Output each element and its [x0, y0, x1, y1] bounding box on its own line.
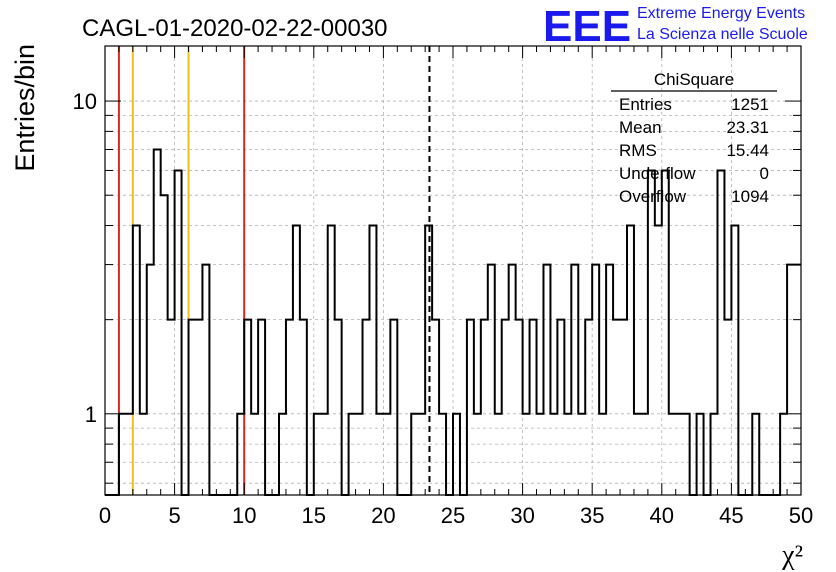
eee-logo: EEE Extreme Energy Events La Scienza nel… [543, 2, 808, 51]
x-tick-label: 35 [580, 503, 604, 528]
x-tick-label: 45 [719, 503, 743, 528]
stats-label: Underflow [619, 164, 696, 183]
stats-box: ChiSquare Entries 1251 Mean 23.31 RMS 15.44 Un… [611, 70, 777, 206]
stats-label: RMS [619, 141, 657, 160]
chart-title: CAGL-01-2020-02-22-00030 [82, 15, 388, 42]
stats-value: 23.31 [726, 118, 769, 137]
axis-ticks [104, 46, 802, 495]
y-axis-label: Entries/bin [10, 44, 40, 172]
x-tick-label: 20 [371, 503, 395, 528]
x-tick-label: 10 [232, 503, 256, 528]
stats-label: Entries [619, 95, 672, 114]
stats-value: 1094 [731, 187, 769, 206]
y-tick-label: 10 [73, 89, 97, 114]
x-tick-label: 15 [302, 503, 326, 528]
x-tick-label: 5 [168, 503, 180, 528]
logo-line-1: Extreme Energy Events [637, 5, 805, 22]
stats-value: 0 [760, 164, 769, 183]
stats-rows: Entries 1251 Mean 23.31 RMS 15.44 Underflow 0 Ov… [619, 95, 769, 206]
tick-labels: 0 5 10 15 20 25 30 35 40 45 50 1 10 [73, 89, 814, 528]
stats-label: Overflow [619, 187, 687, 206]
stats-value: 1251 [731, 95, 769, 114]
x-axis-label: χ² [781, 540, 803, 571]
x-tick-label: 40 [650, 503, 674, 528]
logo-line-2: La Scienza nelle Scuole [637, 26, 808, 43]
stats-value: 15.44 [726, 141, 769, 160]
x-tick-label: 0 [99, 503, 111, 528]
x-tick-label: 50 [789, 503, 813, 528]
stats-title: ChiSquare [654, 70, 734, 89]
x-tick-label: 25 [441, 503, 465, 528]
y-tick-label: 1 [85, 402, 97, 427]
stats-label: Mean [619, 118, 662, 137]
x-tick-label: 30 [510, 503, 534, 528]
logo-mark: EEE [543, 2, 631, 51]
